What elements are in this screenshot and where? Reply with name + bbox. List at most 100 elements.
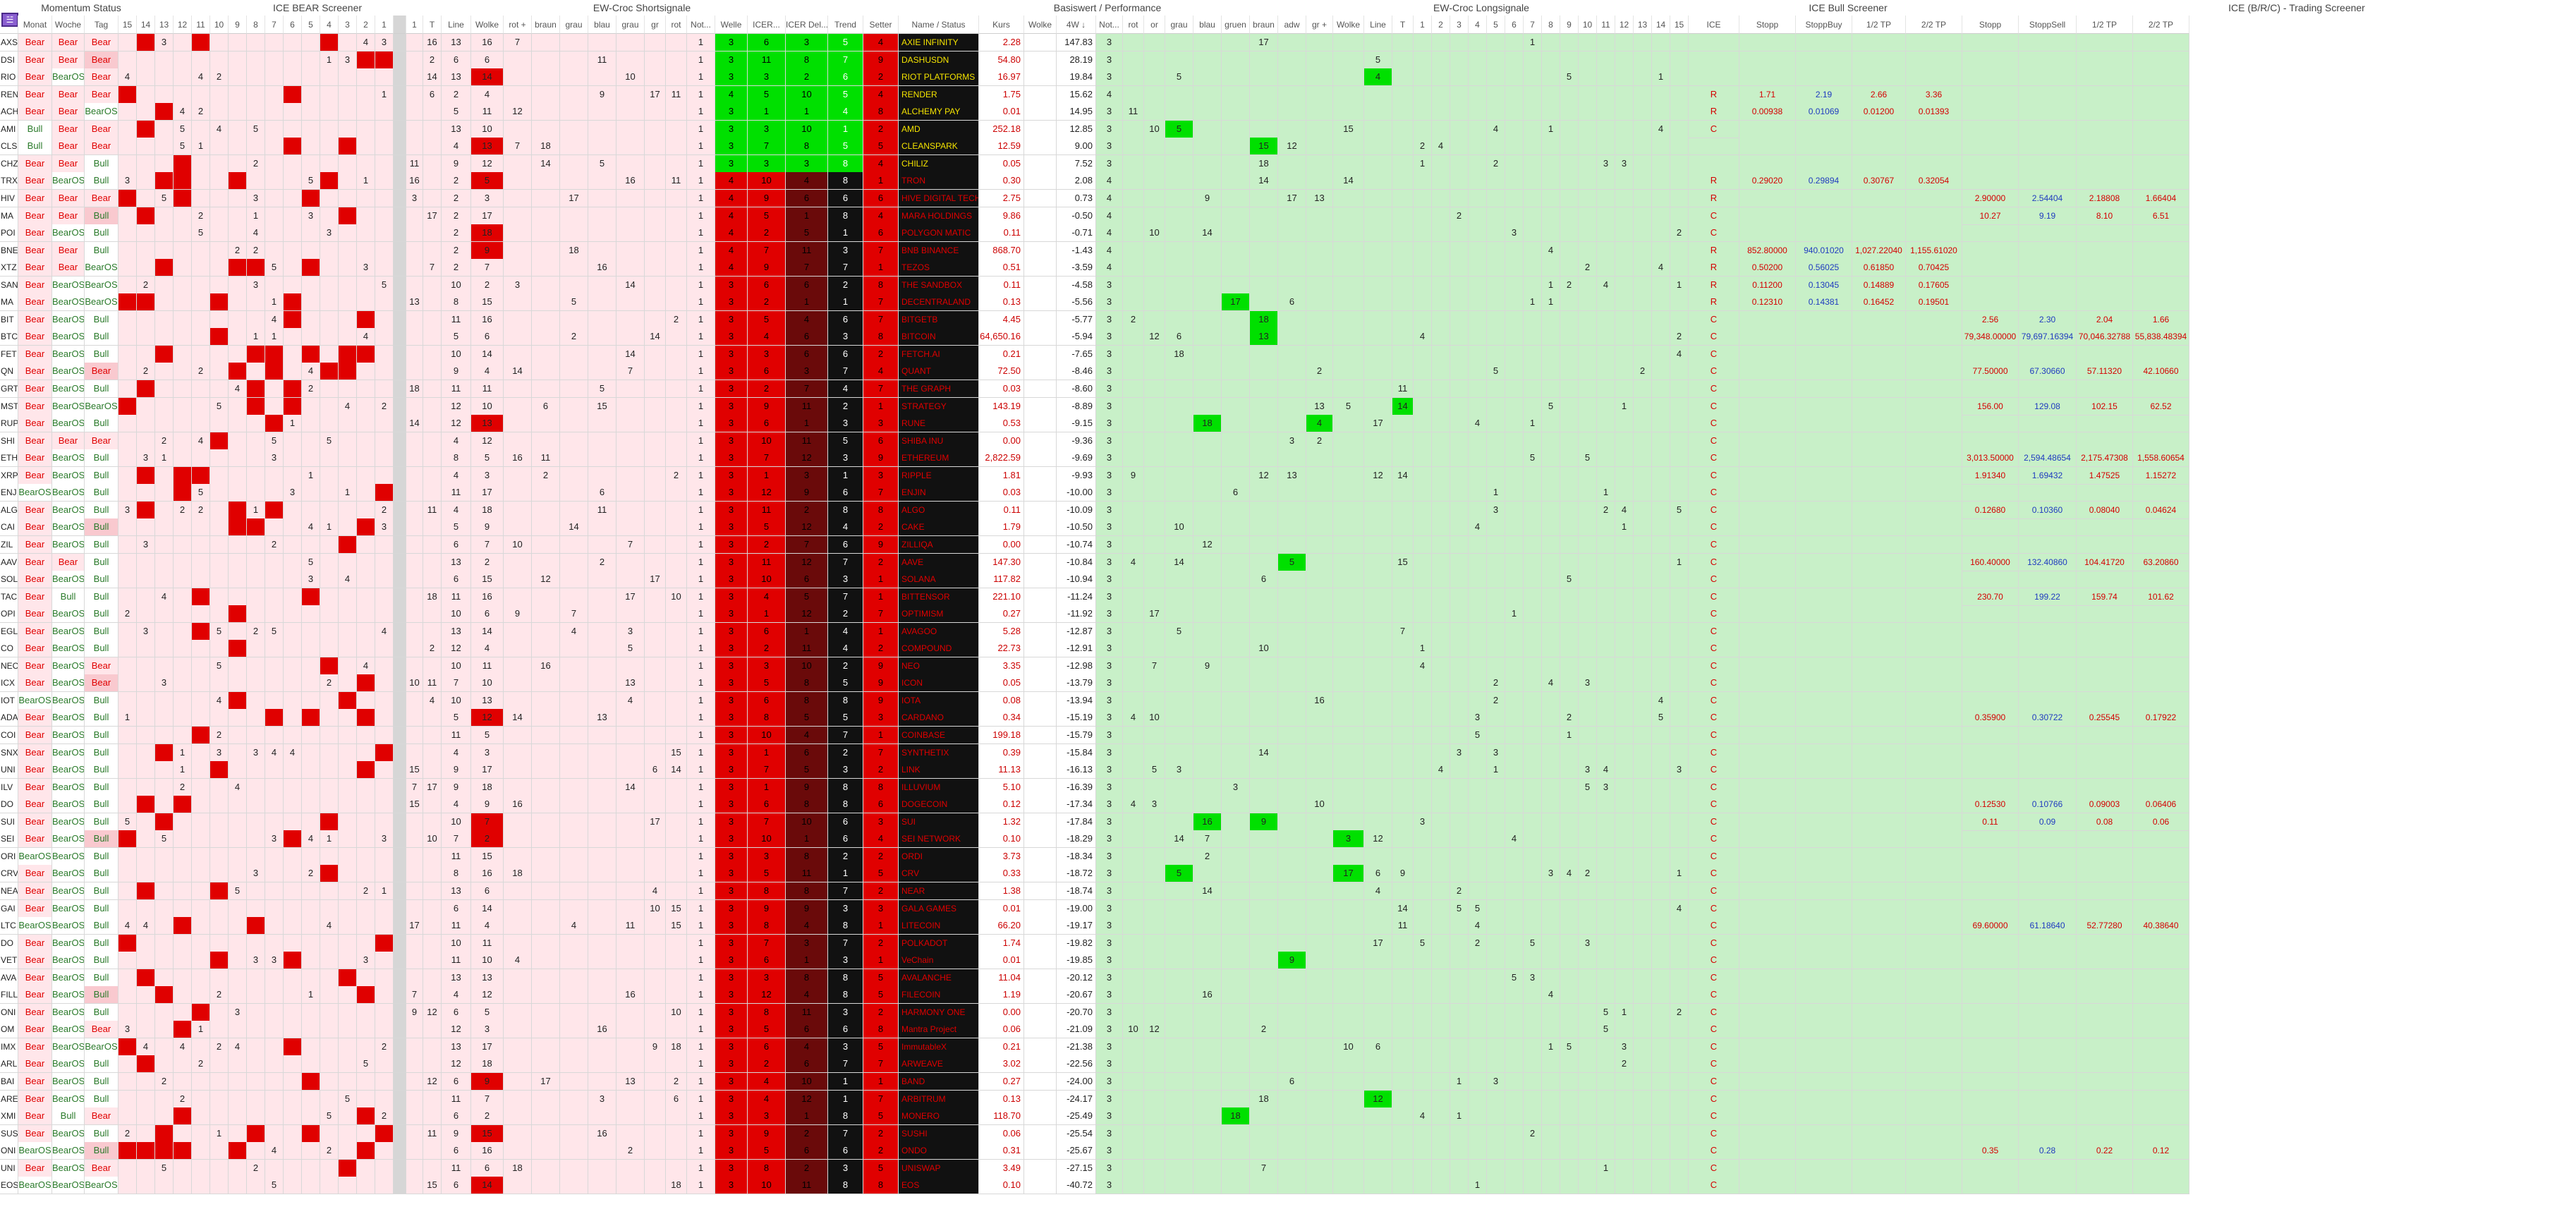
grid-cell[interactable]: Bull xyxy=(85,899,119,918)
grid-cell[interactable]: 1 xyxy=(687,466,715,485)
grid-cell[interactable]: 0.11 xyxy=(979,501,1024,519)
grid-cell[interactable]: -8.46 xyxy=(1057,363,1096,381)
grid-cell[interactable] xyxy=(1222,1090,1250,1108)
grid-cell[interactable]: DO xyxy=(0,934,18,952)
grid-cell[interactable] xyxy=(137,657,155,675)
grid-cell[interactable] xyxy=(504,1073,532,1091)
grid-cell[interactable] xyxy=(1193,328,1222,346)
grid-cell[interactable] xyxy=(616,518,645,537)
grid-cell[interactable] xyxy=(137,432,155,450)
grid-cell[interactable]: 1 xyxy=(687,986,715,1005)
grid-cell[interactable] xyxy=(320,882,339,900)
grid-cell[interactable] xyxy=(357,224,375,243)
grid-cell[interactable] xyxy=(1652,727,1670,744)
grid-cell[interactable] xyxy=(394,761,406,779)
grid-cell[interactable] xyxy=(1432,865,1450,883)
grid-cell[interactable]: 12 xyxy=(471,154,504,173)
grid-cell[interactable] xyxy=(339,85,357,104)
grid-cell[interactable]: 7 xyxy=(828,363,863,381)
grid-cell[interactable] xyxy=(210,189,229,207)
grid-cell[interactable] xyxy=(284,68,302,87)
grid-cell[interactable] xyxy=(1306,882,1333,900)
grid-cell[interactable]: 0.51 xyxy=(979,259,1024,277)
grid-cell[interactable] xyxy=(2077,986,2133,1005)
grid-cell[interactable] xyxy=(1165,813,1193,831)
grid-cell[interactable]: 8 xyxy=(748,709,786,727)
grid-cell[interactable]: 0.53 xyxy=(979,415,1024,433)
grid-cell[interactable] xyxy=(137,899,155,918)
grid-cell[interactable] xyxy=(532,899,560,918)
grid-cell[interactable] xyxy=(1739,830,1796,849)
grid-cell[interactable] xyxy=(339,796,357,814)
grid-cell[interactable] xyxy=(588,34,616,51)
grid-cell[interactable] xyxy=(1739,518,1796,537)
grid-cell[interactable]: 2 xyxy=(1469,934,1487,952)
grid-cell[interactable] xyxy=(210,1021,229,1039)
grid-cell[interactable]: 2 xyxy=(302,380,320,398)
grid-cell[interactable]: 8 xyxy=(786,138,828,156)
grid-cell[interactable] xyxy=(320,727,339,744)
grid-cell[interactable] xyxy=(1469,207,1487,225)
grid-cell[interactable] xyxy=(1364,917,1392,935)
grid-cell[interactable]: CRV xyxy=(0,865,18,883)
grid-cell[interactable] xyxy=(504,1003,532,1021)
grid-cell[interactable]: 13 xyxy=(616,1073,645,1091)
grid-cell[interactable]: 2 xyxy=(1450,882,1469,900)
grid-cell[interactable]: 3 xyxy=(748,847,786,866)
grid-cell[interactable] xyxy=(1414,432,1432,450)
grid-cell[interactable]: Bear xyxy=(85,1021,119,1039)
grid-cell[interactable] xyxy=(247,432,265,450)
grid-cell[interactable]: 3 xyxy=(715,328,748,346)
grid-cell[interactable] xyxy=(1906,588,1962,606)
grid-cell[interactable]: 7 xyxy=(406,986,423,1005)
grid-cell[interactable] xyxy=(155,1090,174,1108)
grid-cell[interactable]: -18.72 xyxy=(1057,865,1096,883)
grid-cell[interactable] xyxy=(357,120,375,138)
grid-cell[interactable] xyxy=(192,691,210,710)
grid-cell[interactable] xyxy=(1278,154,1306,173)
grid-cell[interactable] xyxy=(560,1090,588,1108)
grid-cell[interactable] xyxy=(1469,882,1487,900)
grid-cell[interactable] xyxy=(616,189,645,207)
grid-cell[interactable] xyxy=(1250,588,1278,606)
grid-cell[interactable] xyxy=(119,588,137,606)
grid-cell[interactable] xyxy=(1524,588,1542,606)
grid-cell[interactable] xyxy=(1432,813,1450,831)
grid-cell[interactable]: 8 xyxy=(828,986,863,1005)
grid-cell[interactable]: 4 xyxy=(247,224,265,243)
grid-cell[interactable] xyxy=(1333,68,1364,87)
grid-cell[interactable] xyxy=(1652,605,1670,624)
grid-cell[interactable] xyxy=(1962,345,2019,363)
grid-cell[interactable] xyxy=(1597,432,1615,450)
grid-cell[interactable] xyxy=(1364,588,1392,606)
column-header[interactable]: 13 xyxy=(155,16,174,34)
grid-cell[interactable] xyxy=(1615,969,1634,987)
grid-cell[interactable] xyxy=(2133,1107,2189,1126)
grid-cell[interactable] xyxy=(1634,899,1652,918)
grid-cell[interactable] xyxy=(339,241,357,260)
grid-cell[interactable] xyxy=(210,952,229,970)
grid-cell[interactable]: BearOS xyxy=(52,917,85,935)
grid-cell[interactable] xyxy=(1364,535,1392,554)
grid-cell[interactable] xyxy=(666,657,687,675)
grid-cell[interactable] xyxy=(1670,380,1689,398)
grid-cell[interactable] xyxy=(1689,154,1739,173)
grid-cell[interactable] xyxy=(137,241,155,260)
grid-cell[interactable]: Bear xyxy=(18,882,52,900)
grid-cell[interactable]: Bear xyxy=(18,189,52,207)
grid-cell[interactable]: 2 xyxy=(863,934,899,952)
grid-cell[interactable]: Bull xyxy=(85,986,119,1005)
grid-cell[interactable] xyxy=(1144,744,1165,762)
grid-cell[interactable] xyxy=(1306,154,1333,173)
grid-cell[interactable] xyxy=(1222,553,1250,571)
grid-cell[interactable]: 17 xyxy=(645,85,666,104)
grid-cell[interactable] xyxy=(1364,363,1392,381)
grid-cell[interactable]: 3 xyxy=(616,622,645,641)
asset-name-cell[interactable]: ZILLIQA xyxy=(899,535,979,554)
grid-cell[interactable] xyxy=(666,224,687,243)
grid-cell[interactable] xyxy=(1852,207,1906,225)
grid-cell[interactable] xyxy=(155,501,174,519)
grid-cell[interactable] xyxy=(229,657,247,675)
grid-cell[interactable]: 5 xyxy=(442,709,471,727)
grid-cell[interactable] xyxy=(1906,310,1962,329)
